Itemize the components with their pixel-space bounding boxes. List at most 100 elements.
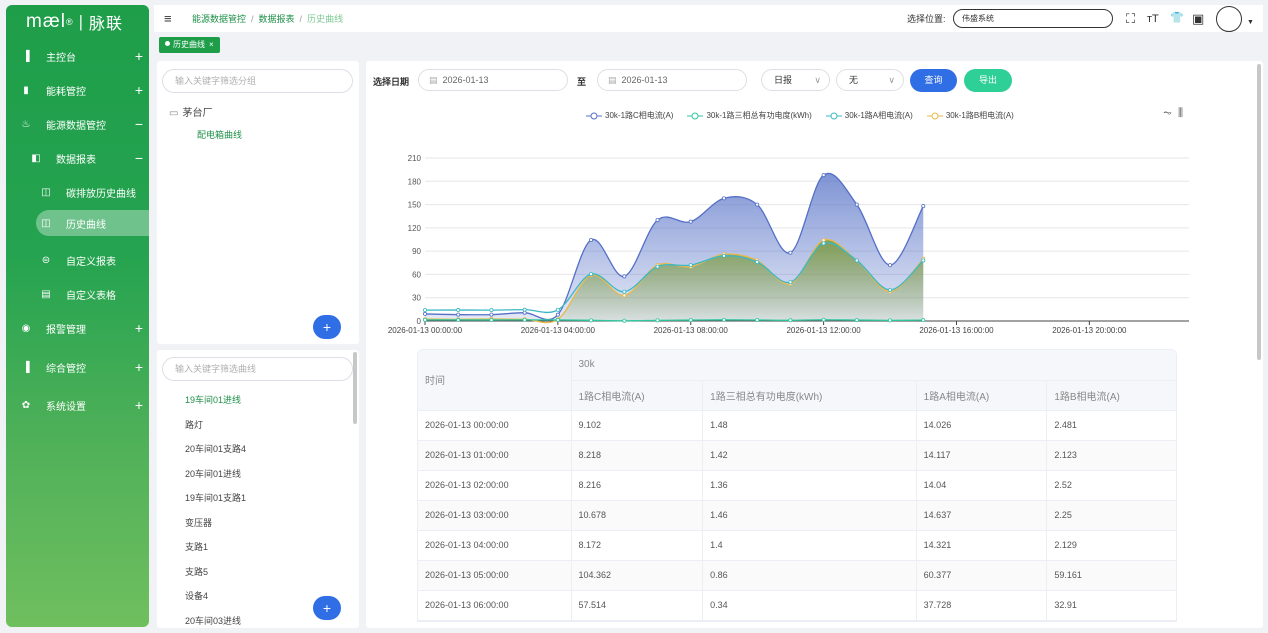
compare-select[interactable]: 无 ∨ — [836, 69, 904, 91]
sidebar-item-label: 历史曲线 — [66, 219, 106, 231]
sidebar-item[interactable]: ▤ 自定义表格 — [6, 277, 149, 311]
export-button[interactable]: 导出 — [964, 69, 1012, 92]
location-select[interactable]: 伟盛系统 — [953, 9, 1113, 28]
line-chart-icon[interactable]: ⏦ — [1163, 107, 1172, 119]
table-cell: 2.52 — [1046, 470, 1176, 501]
sidebar-item[interactable]: ◧ 数据报表 − — [6, 141, 149, 175]
table-cell: 60.377 — [916, 560, 1048, 591]
sidebar-item[interactable]: ▐ 综合管控 + — [6, 350, 149, 384]
chevron-down-icon: ∨ — [814, 75, 821, 85]
add-curve-button[interactable]: + — [313, 596, 341, 620]
curve-list-item[interactable]: 支路1 — [185, 542, 209, 552]
table-cell: 2.123 — [1046, 440, 1176, 471]
expand-icon[interactable]: + — [134, 48, 143, 64]
table-cell: 32.91 — [1046, 590, 1176, 621]
legend-item[interactable]: 30k-1路A相电流(A) — [825, 110, 913, 121]
legend-item[interactable]: 30k-1路C相电流(A) — [586, 110, 673, 121]
sidebar-item[interactable]: ◉ 报警管理 + — [6, 311, 149, 345]
start-date-input[interactable]: ▤ 2026-01-13 — [418, 69, 568, 91]
breadcrumb-item[interactable]: 能源数据管控 — [192, 14, 247, 24]
sidebar-item[interactable]: ⊜ 自定义报表 — [6, 243, 149, 277]
series-line — [424, 319, 924, 322]
tag-dot-icon — [165, 41, 170, 46]
chart-toolbox: ⏦ ⫼ — [1163, 107, 1183, 120]
expand-icon[interactable]: + — [134, 320, 143, 336]
tree-node-root[interactable]: ▭ 茅台厂 — [169, 104, 212, 119]
main-scrollbar[interactable] — [1257, 64, 1261, 360]
table-cell: 57.514 — [571, 590, 704, 621]
curve-list-item[interactable]: 20车间01支路4 — [185, 444, 247, 454]
collapse-icon[interactable]: − — [134, 116, 143, 132]
breadcrumb: 能源数据管控 / 数据报表 / 历史曲线 — [192, 12, 343, 25]
shirt-icon[interactable]: 👕 — [1170, 12, 1184, 24]
sidebar-item[interactable]: ♨ 能源数据管控 − — [6, 107, 149, 141]
legend-item[interactable]: 30k-1路三相总有功电度(kWh) — [687, 110, 812, 121]
sidebar: mæl ® | 脉联 ▐ 主控台 + ▮ 能耗管控 + ♨ 能源数据管控 − ◧ 数据报表 − ◫ 碳排放历史曲… — [6, 5, 149, 627]
custom-report-icon: ⊜ — [41, 254, 51, 266]
curve-list-item[interactable]: 19车间01进线 — [185, 395, 242, 405]
report-type-select[interactable]: 日报 ∨ — [761, 69, 830, 91]
expand-icon[interactable]: + — [134, 82, 143, 98]
expand-icon[interactable]: + — [134, 359, 143, 375]
font-size-icon[interactable]: тТ — [1147, 13, 1159, 25]
table-cell: 8.218 — [571, 440, 704, 471]
sidebar-item[interactable]: ◫ 历史曲线 — [36, 210, 149, 236]
data-point — [589, 237, 594, 242]
col-header: 1路A相电流(A) — [916, 380, 1048, 411]
data-point — [688, 263, 693, 268]
sidebar-item[interactable]: ▮ 能耗管控 + — [6, 73, 149, 107]
data-point — [489, 312, 494, 317]
avatar[interactable] — [1216, 6, 1242, 32]
table-cell: 9.102 — [571, 410, 704, 441]
save-icon[interactable]: ▣ — [1192, 11, 1205, 26]
tag-history-curve[interactable]: 历史曲线 × — [159, 37, 220, 53]
legend-item[interactable]: 30k-1路B相电流(A) — [926, 110, 1014, 121]
data-point — [555, 312, 560, 317]
breadcrumb-item[interactable]: 数据报表 — [258, 14, 295, 24]
data-point — [854, 258, 859, 263]
data-point — [423, 308, 428, 313]
data-point — [589, 318, 594, 323]
curve-list-item[interactable]: 设备4 — [185, 591, 209, 601]
legend-label: 30k-1路三相总有功电度(kWh) — [706, 111, 812, 120]
report-type-value: 日报 — [774, 75, 793, 85]
sidebar-item-label: 能耗管控 — [46, 86, 86, 98]
curve-list-item[interactable]: 变压器 — [185, 517, 213, 528]
tree-node-child[interactable]: 配电箱曲线 — [197, 130, 243, 140]
end-date-input[interactable]: ▤ 2026-01-13 — [597, 69, 747, 91]
data-point — [921, 258, 926, 263]
curve-list-item[interactable]: 20车间03进线 — [185, 615, 242, 626]
sidebar-item[interactable]: ▐ 主控台 + — [6, 39, 149, 73]
sidebar-item-label: 自定义表格 — [66, 290, 116, 302]
table-cell: 2026-01-13 04:00:00 — [418, 530, 572, 561]
curve-list-scrollbar[interactable] — [353, 352, 357, 424]
curve-list-item[interactable]: 20车间01进线 — [185, 468, 242, 479]
table-cell: 2026-01-13 02:00:00 — [418, 470, 572, 501]
data-point — [555, 307, 560, 312]
breadcrumb-current: 历史曲线 — [307, 14, 344, 24]
data-point — [456, 317, 461, 322]
legend-label: 30k-1路A相电流(A) — [844, 111, 913, 120]
sidebar-item[interactable]: ◫ 碳排放历史曲线 — [6, 175, 149, 209]
data-point — [522, 317, 527, 322]
menu-toggle-icon[interactable]: ≡ — [164, 11, 172, 26]
expand-icon[interactable]: + — [134, 397, 143, 413]
brand-logo: mæl ® | 脉联 — [6, 5, 149, 39]
sidebar-item[interactable]: ✿ 系统设置 + — [6, 388, 149, 422]
close-icon[interactable]: × — [209, 40, 214, 49]
chevron-down-icon[interactable]: ▼ — [1247, 19, 1254, 26]
history-chart: 0 30 60 90 120 150 180 210 2026-01-13 00:00:00 20… — [388, 154, 1189, 335]
curve-panel: 输入关键字筛选曲线 19车间01进线 路灯 20车间01支路4 20车间01进线 19车… — [157, 350, 359, 628]
curve-search-input[interactable]: 输入关键字筛选曲线 — [162, 357, 353, 381]
query-button[interactable]: 查询 — [910, 69, 957, 92]
curve-list-item[interactable]: 路灯 — [185, 419, 204, 430]
fullscreen-icon[interactable]: ⛶ — [1126, 11, 1136, 26]
curve-list-item[interactable]: 19车间01支路1 — [185, 493, 247, 503]
group-search-input[interactable]: 输入关键字筛选分组 — [162, 69, 353, 93]
collapse-icon[interactable]: − — [134, 150, 143, 166]
add-group-button[interactable]: + — [313, 315, 341, 339]
data-point — [755, 317, 760, 322]
bar-chart-icon[interactable]: ⫼ — [1178, 107, 1184, 119]
curve-list-item[interactable]: 支路5 — [185, 566, 209, 577]
series-line — [424, 242, 924, 314]
